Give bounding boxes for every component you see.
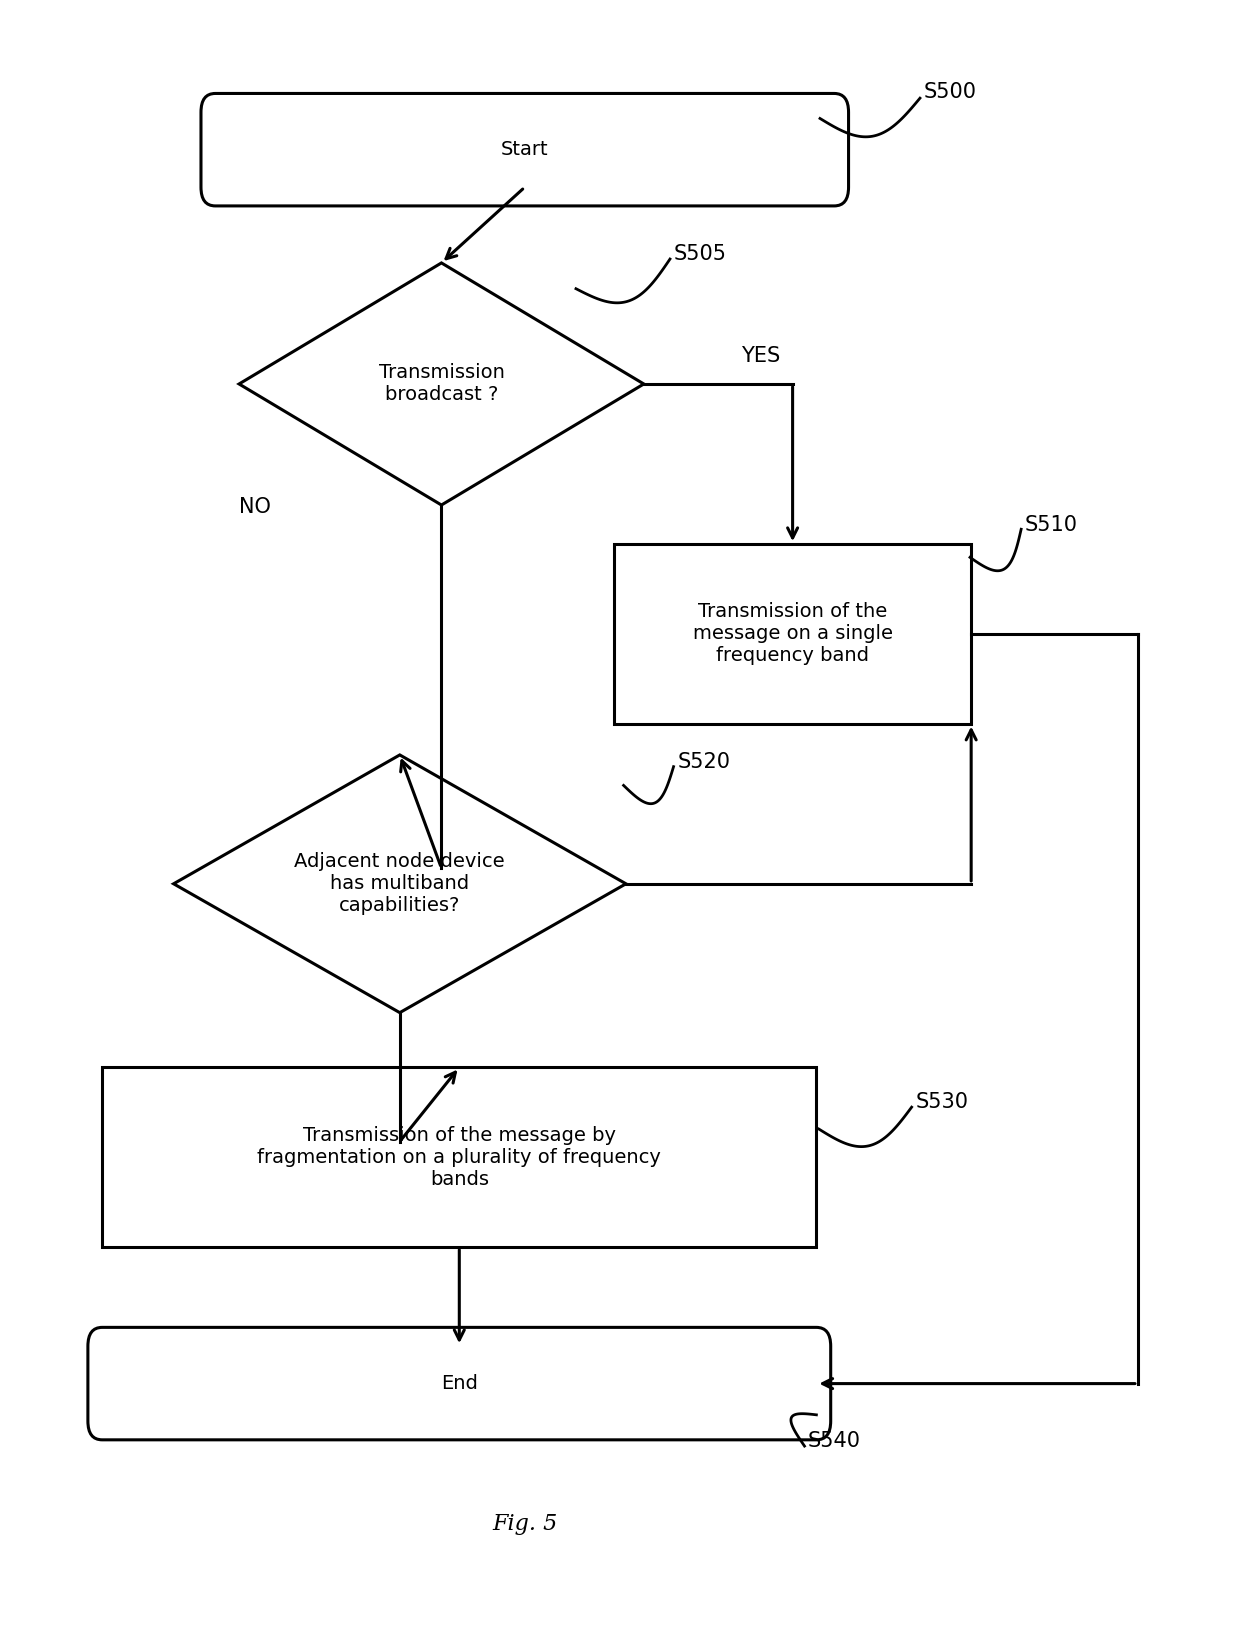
- Text: S500: S500: [924, 81, 977, 103]
- Text: S540: S540: [808, 1432, 861, 1451]
- Text: End: End: [441, 1375, 477, 1393]
- Text: NO: NO: [238, 498, 270, 517]
- Text: S505: S505: [673, 244, 727, 264]
- Text: S530: S530: [915, 1092, 968, 1113]
- Text: Start: Start: [501, 140, 548, 159]
- Text: YES: YES: [740, 347, 780, 366]
- Polygon shape: [239, 264, 644, 504]
- Text: Adjacent node device
has multiband
capabilities?: Adjacent node device has multiband capab…: [294, 853, 505, 916]
- Text: S510: S510: [1024, 514, 1078, 535]
- Text: Transmission of the
message on a single
frequency band: Transmission of the message on a single …: [693, 602, 893, 665]
- Text: Transmission of the message by
fragmentation on a plurality of frequency
bands: Transmission of the message by fragmenta…: [258, 1126, 661, 1189]
- Bar: [614, 543, 971, 724]
- FancyBboxPatch shape: [201, 93, 848, 207]
- Polygon shape: [174, 755, 626, 1012]
- Text: Fig. 5: Fig. 5: [492, 1513, 558, 1536]
- Bar: [102, 1067, 816, 1246]
- Text: Transmission
broadcast ?: Transmission broadcast ?: [378, 363, 505, 405]
- FancyBboxPatch shape: [88, 1328, 831, 1440]
- Text: S520: S520: [677, 752, 730, 771]
